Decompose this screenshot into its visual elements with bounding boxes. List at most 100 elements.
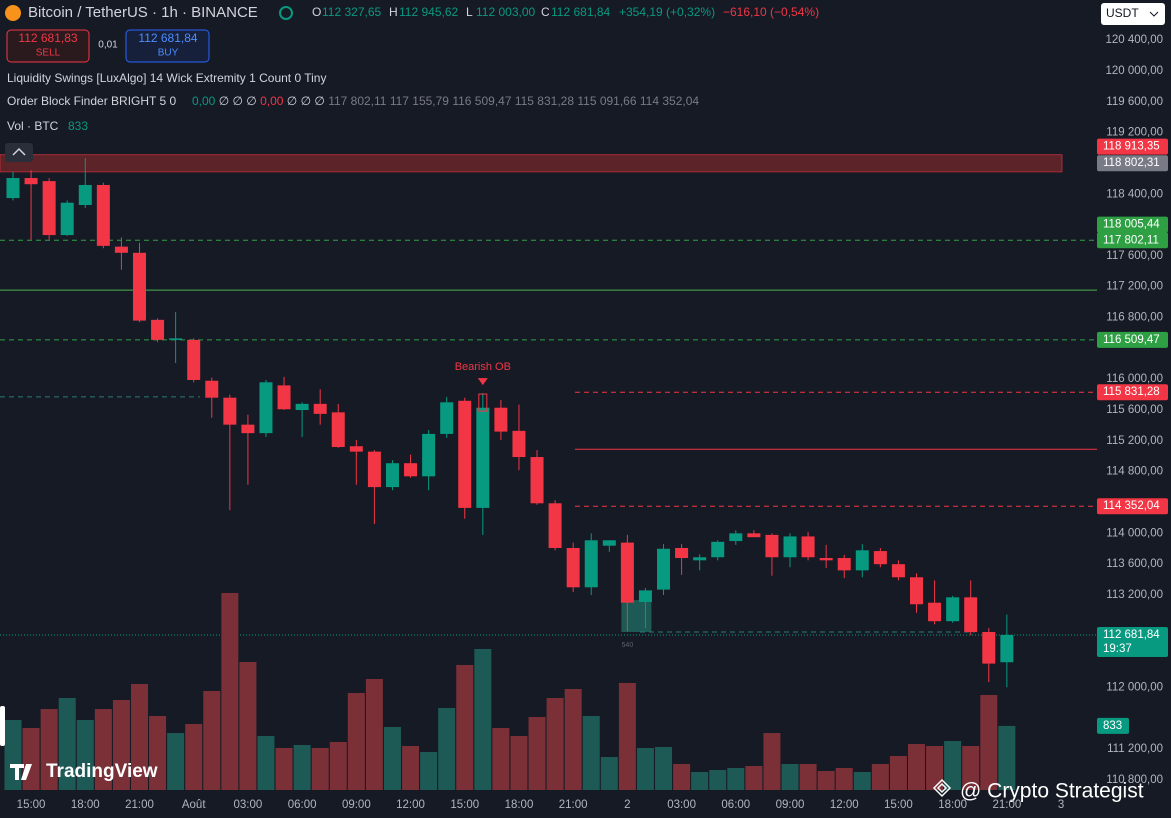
indicator-value: 115 091,66 xyxy=(577,94,636,108)
x-tick-label: 09:00 xyxy=(342,799,371,811)
volume-bar xyxy=(655,747,673,790)
liquidity-zone xyxy=(0,154,1063,173)
candle-body xyxy=(837,558,851,571)
candle-body xyxy=(404,463,418,477)
sell-price[interactable]: 112 681,83 xyxy=(18,31,77,45)
ohlc-key: L xyxy=(466,5,473,19)
collapse-icon[interactable] xyxy=(12,147,26,156)
volume-bar xyxy=(636,748,654,790)
buy-button[interactable] xyxy=(125,29,210,63)
indicator-value: 117 802,11 xyxy=(328,94,387,108)
volume-bar xyxy=(383,727,401,790)
x-tick-label: 09:00 xyxy=(776,799,805,811)
y-tick-label: 110 800,00 xyxy=(1106,774,1163,786)
indicator-value: 0,00 xyxy=(260,94,284,108)
volume-bar xyxy=(203,691,221,790)
side-tab[interactable] xyxy=(0,706,5,746)
indicator-value: ∅ xyxy=(233,94,243,108)
candle-body xyxy=(801,536,815,558)
volume-bar xyxy=(962,746,980,790)
candle-body xyxy=(367,451,381,488)
currency-select[interactable] xyxy=(1101,3,1165,25)
volume-bar xyxy=(582,716,600,790)
volume-bar xyxy=(709,770,727,790)
collapse-button[interactable] xyxy=(5,143,33,162)
y-tick-label: 111 200,00 xyxy=(1107,743,1163,755)
volume-bar xyxy=(58,698,76,790)
indicator-value: ∅ xyxy=(219,94,229,108)
price-axis-bg xyxy=(1097,0,1171,818)
indicator-2-values: 0,00 ∅ ∅ ∅ 0,00 ∅ ∅ ∅ 117 802,11 117 155… xyxy=(192,94,699,108)
sell-label[interactable]: SELL xyxy=(36,48,61,59)
credit-icon xyxy=(932,778,952,798)
indicator-value: ∅ xyxy=(301,94,311,108)
price-badge-label: 118 802,31 xyxy=(1103,157,1160,169)
volume-bar xyxy=(691,772,709,790)
buy-label[interactable]: BUY xyxy=(158,48,179,59)
volume-bar xyxy=(347,693,365,790)
volume-bar xyxy=(944,741,962,790)
symbol: Bitcoin / TetherUS · 1h · BINANCE xyxy=(28,4,258,21)
candle-body xyxy=(24,178,38,185)
candle-body xyxy=(331,412,345,448)
status-dot xyxy=(279,6,293,20)
buy-price[interactable]: 112 681,84 xyxy=(138,31,197,45)
credit: @ Crypto Strategist xyxy=(960,780,1144,803)
volume-bar xyxy=(329,742,347,790)
y-tick-label: 116 800,00 xyxy=(1106,312,1163,324)
volume-bar xyxy=(528,717,546,790)
ohlc-key: C xyxy=(541,5,550,19)
price-badge xyxy=(1097,216,1168,233)
volume-bar xyxy=(926,746,944,790)
price-badge xyxy=(1097,626,1168,657)
volume-bar xyxy=(130,684,148,790)
x-tick-label: 18:00 xyxy=(938,799,967,811)
candle-body xyxy=(60,202,74,236)
candle-body xyxy=(910,577,923,605)
y-tick-label: 118 400,00 xyxy=(1106,188,1163,200)
volume-bar xyxy=(22,728,40,790)
y-tick-label: 117 200,00 xyxy=(1106,281,1163,293)
y-tick-label: 120 000,00 xyxy=(1105,65,1163,77)
candle-body xyxy=(819,558,833,561)
volume-bar xyxy=(438,708,456,790)
sell-button[interactable] xyxy=(6,29,90,63)
volume-bar xyxy=(257,736,275,790)
volume-bar xyxy=(456,665,474,790)
indicator-2: Order Block Finder BRIGHT 5 0 xyxy=(7,94,176,108)
volume-bar xyxy=(311,748,329,790)
candle-body xyxy=(620,542,634,603)
candle-body xyxy=(693,557,707,561)
candle-body xyxy=(476,407,490,508)
order-block xyxy=(621,600,652,632)
candle-body xyxy=(747,533,761,538)
indicator-value: 117 155,79 xyxy=(390,94,449,108)
dropdown-icon[interactable] xyxy=(1149,11,1159,17)
volume-bar xyxy=(673,764,691,790)
candle-body xyxy=(169,338,183,340)
volume-bar xyxy=(727,768,745,790)
candle-body xyxy=(512,430,526,458)
x-tick-label: 03:00 xyxy=(667,799,696,811)
x-tick-label: 21:00 xyxy=(125,799,154,811)
volume-bar xyxy=(853,772,871,790)
volume-bar xyxy=(908,744,925,790)
price-badge-label: 118 005,44 xyxy=(1103,219,1160,231)
quantity[interactable]: 0,01 xyxy=(98,40,118,51)
y-tick-label: 112 000,00 xyxy=(1106,682,1163,694)
ohlc-value: 112 003,00 xyxy=(476,5,535,19)
candle-body xyxy=(873,551,887,565)
candle-body xyxy=(638,590,652,602)
x-tick-label: 12:00 xyxy=(830,799,859,811)
order-block-label: 540 xyxy=(622,642,634,649)
plot: 540 Bearish OB xyxy=(0,154,1097,790)
y-tick-label: 117 600,00 xyxy=(1106,250,1163,262)
volume-bar xyxy=(76,720,94,790)
volume-bar xyxy=(871,764,889,790)
candle-body xyxy=(385,463,399,488)
currency[interactable]: USDT xyxy=(1106,6,1139,20)
candle-body xyxy=(946,597,960,622)
volume-bar xyxy=(980,695,998,790)
indicator-value: ∅ xyxy=(287,94,297,108)
